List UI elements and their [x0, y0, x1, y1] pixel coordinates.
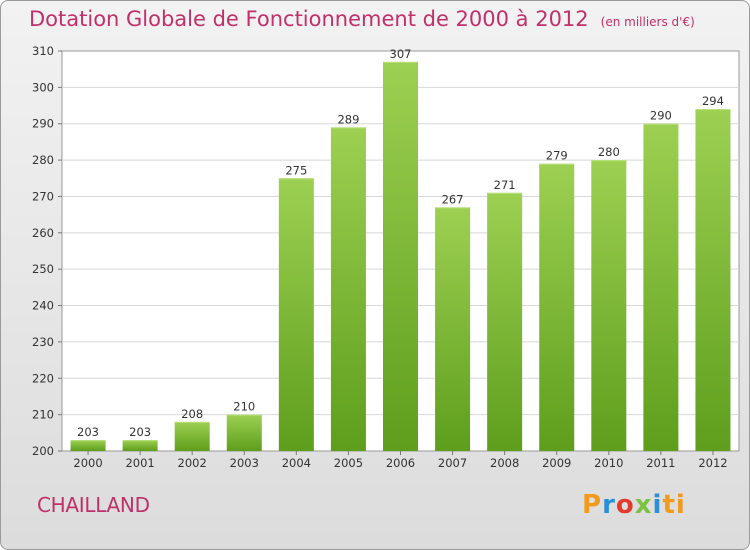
- x-tick-label: 2005: [334, 456, 363, 470]
- proxiti-logo: Proxiti: [582, 490, 686, 520]
- chart-title-text: Dotation Globale de Fonctionnement de 20…: [29, 7, 589, 31]
- value-label: 280: [598, 145, 620, 159]
- value-label: 271: [494, 178, 516, 192]
- x-tick-label: 2009: [542, 456, 571, 470]
- bars: [70, 61, 731, 452]
- value-label: 279: [546, 149, 568, 163]
- y-tick-label: 260: [32, 226, 54, 240]
- value-label: 203: [129, 425, 151, 439]
- logo-letter: P: [582, 490, 603, 520]
- logo-letter: x: [634, 490, 653, 520]
- x-axis-ticks: 2000 2001 2002 2003 2004 2005 2006 2007 2008 2009…: [73, 451, 728, 470]
- x-tick-label: 2004: [282, 456, 311, 470]
- commune-name: CHAILLAND: [37, 493, 150, 517]
- logo-letter: i: [652, 490, 663, 520]
- x-tick-label: 2012: [698, 456, 727, 470]
- value-label: 307: [390, 47, 412, 61]
- value-label: 203: [77, 425, 99, 439]
- bar-2012: [695, 109, 731, 451]
- y-tick-label: 250: [32, 262, 54, 276]
- logo-letter: i: [675, 490, 686, 520]
- value-label: 290: [650, 109, 672, 123]
- y-axis-ticks: 200 210 220 230 240 250 260 270 280 290 300 310: [32, 44, 62, 458]
- y-tick-label: 270: [32, 189, 54, 203]
- y-tick-label: 300: [32, 80, 54, 94]
- bar-2002: [174, 421, 210, 451]
- bar-2005: [330, 127, 366, 451]
- y-tick-label: 210: [32, 408, 54, 422]
- logo-letter: r: [602, 490, 616, 520]
- value-label: 275: [285, 163, 307, 177]
- value-label: 208: [181, 407, 203, 421]
- bar-2004: [278, 178, 314, 452]
- bar-2009: [539, 163, 575, 451]
- bar-2006: [383, 61, 418, 452]
- bar-2010: [591, 160, 627, 451]
- x-tick-label: 2002: [178, 456, 207, 470]
- y-tick-label: 280: [32, 153, 54, 167]
- bar-2011: [643, 123, 679, 452]
- bar-2008: [487, 192, 523, 451]
- y-tick-label: 230: [32, 335, 54, 349]
- chart-title: Dotation Globale de Fonctionnement de 20…: [29, 7, 695, 31]
- bar-2001: [122, 440, 158, 451]
- bar-2003: [226, 414, 262, 451]
- y-tick-label: 220: [32, 371, 54, 385]
- x-tick-label: 2008: [490, 456, 519, 470]
- logo-letter: t: [662, 490, 676, 520]
- logo-letter: o: [615, 490, 635, 520]
- value-label: 289: [337, 112, 359, 126]
- x-tick-label: 2010: [594, 456, 623, 470]
- y-tick-label: 200: [32, 444, 54, 458]
- y-tick-label: 310: [32, 44, 54, 58]
- value-label: 294: [702, 94, 724, 108]
- x-tick-label: 2007: [438, 456, 467, 470]
- x-tick-label: 2011: [646, 456, 675, 470]
- value-label: 210: [233, 400, 255, 414]
- y-tick-label: 240: [32, 299, 54, 313]
- x-tick-label: 2006: [386, 456, 415, 470]
- value-labels: 203 203 208 210 275 289 307 267 271 279 280 290 294: [77, 47, 724, 439]
- bar-2000: [70, 440, 106, 451]
- bar-2007: [435, 207, 471, 451]
- x-tick-label: 2000: [73, 456, 102, 470]
- value-label: 267: [442, 192, 464, 206]
- y-tick-label: 290: [32, 117, 54, 131]
- x-tick-label: 2001: [125, 456, 154, 470]
- x-tick-label: 2003: [230, 456, 259, 470]
- chart-subtitle: (en milliers d'€): [600, 15, 695, 29]
